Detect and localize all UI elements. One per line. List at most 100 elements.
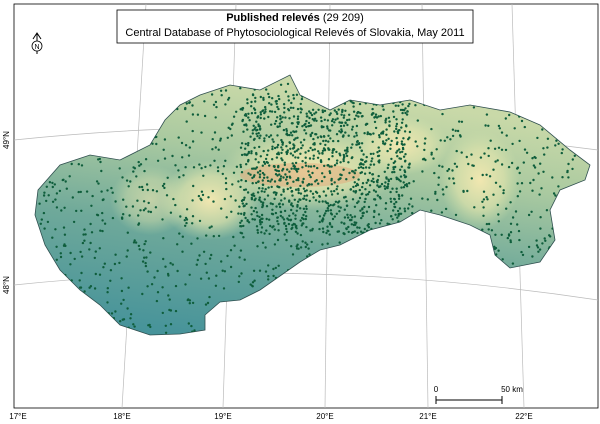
releve-dot (331, 118, 335, 121)
releve-dot (264, 246, 267, 249)
releve-dot (277, 94, 280, 98)
releve-dot (535, 239, 538, 242)
releve-dot (339, 206, 342, 209)
releve-dot (376, 151, 379, 154)
releve-dot (254, 206, 257, 210)
releve-dot (229, 195, 233, 198)
releve-dot (302, 187, 306, 190)
releve-dot (221, 172, 224, 176)
releve-dot (238, 256, 241, 259)
releve-dot (363, 205, 366, 209)
releve-dot (330, 179, 333, 182)
releve-dot (137, 223, 140, 226)
releve-dot (280, 120, 283, 124)
releve-dot (399, 180, 402, 183)
releve-dot (538, 193, 541, 196)
releve-dot (59, 255, 63, 259)
releve-dot (99, 229, 102, 232)
releve-dot (83, 239, 86, 242)
releve-dot (144, 264, 148, 268)
releve-dot (318, 215, 322, 218)
releve-dot (137, 160, 140, 164)
releve-dot (77, 190, 80, 194)
releve-dot (561, 148, 564, 151)
releve-dot (269, 202, 272, 205)
releve-dot (357, 142, 361, 146)
releve-dot (202, 174, 205, 177)
releve-dot (368, 166, 371, 169)
releve-dot (214, 284, 218, 287)
releve-dot (455, 149, 458, 153)
releve-dot (114, 310, 117, 313)
releve-dot (332, 148, 336, 151)
releve-dot (492, 168, 495, 171)
releve-dot (384, 187, 387, 190)
releve-dot (535, 244, 539, 247)
releve-dot (59, 252, 62, 255)
releve-dot (280, 140, 284, 144)
releve-dot (423, 148, 426, 152)
releve-dot (350, 146, 353, 149)
releve-dot (102, 266, 105, 269)
releve-dot (445, 185, 448, 189)
releve-dot (490, 229, 494, 232)
releve-dot (358, 226, 361, 229)
releve-dot (279, 210, 283, 214)
releve-dot (239, 221, 242, 224)
releve-dot (267, 92, 270, 96)
releve-dot (288, 200, 291, 203)
releve-dot (120, 277, 123, 280)
releve-dot (290, 245, 293, 248)
releve-dot (271, 97, 274, 100)
releve-dot (198, 163, 201, 166)
releve-dot (487, 228, 490, 231)
releve-dot (246, 160, 250, 163)
releve-dot (371, 157, 374, 160)
releve-dot (211, 138, 214, 141)
releve-dot (219, 89, 223, 93)
releve-dot (532, 164, 536, 167)
releve-dot (313, 143, 316, 146)
releve-dot (392, 166, 395, 169)
releve-dot (324, 194, 328, 197)
releve-dot (333, 109, 336, 112)
releve-dot (256, 228, 259, 232)
releve-dot (330, 165, 333, 168)
releve-dot (527, 245, 531, 249)
releve-dot (376, 154, 380, 158)
releve-dot (274, 211, 278, 215)
releve-dot (355, 124, 359, 128)
releve-dot (275, 191, 278, 195)
releve-dot (250, 105, 253, 108)
releve-dot (355, 221, 358, 224)
releve-dot (255, 120, 258, 123)
releve-dot (366, 193, 370, 196)
releve-dot (509, 231, 513, 234)
releve-dot (343, 208, 346, 211)
releve-dot (525, 151, 529, 154)
releve-dot (266, 179, 270, 183)
releve-dot (147, 201, 150, 205)
releve-dot (363, 200, 366, 204)
releve-dot (240, 171, 244, 174)
releve-dot (253, 218, 256, 221)
releve-dot (106, 287, 110, 290)
releve-dot (437, 176, 440, 179)
releve-dot (161, 218, 164, 221)
releve-dot (323, 164, 326, 168)
releve-dot (222, 287, 226, 290)
releve-dot (368, 171, 371, 175)
releve-dot (261, 109, 264, 113)
releve-dot (248, 119, 251, 122)
releve-dot (318, 200, 321, 203)
releve-dot (422, 157, 426, 160)
releve-dot (260, 231, 263, 234)
releve-dot (395, 190, 398, 194)
releve-dot (360, 149, 363, 152)
releve-dot (253, 108, 257, 112)
releve-dot (109, 279, 112, 282)
releve-dot (511, 216, 515, 219)
releve-dot (313, 148, 317, 151)
releve-dot (375, 180, 379, 183)
releve-dot (307, 170, 310, 173)
